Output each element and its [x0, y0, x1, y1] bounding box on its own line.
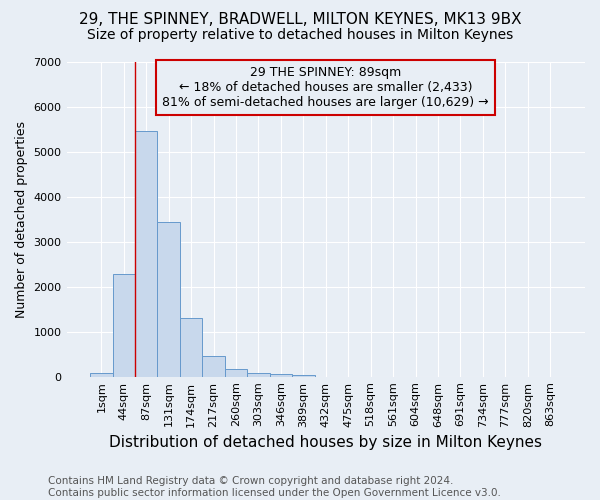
Text: Contains HM Land Registry data © Crown copyright and database right 2024.
Contai: Contains HM Land Registry data © Crown c… — [48, 476, 501, 498]
Text: Size of property relative to detached houses in Milton Keynes: Size of property relative to detached ho… — [87, 28, 513, 42]
Bar — [180, 318, 202, 376]
Bar — [113, 274, 135, 376]
Bar — [202, 356, 225, 376]
Bar — [135, 131, 157, 376]
Bar — [292, 375, 314, 376]
X-axis label: Distribution of detached houses by size in Milton Keynes: Distribution of detached houses by size … — [109, 435, 542, 450]
Bar — [225, 369, 247, 376]
Text: 29, THE SPINNEY, BRADWELL, MILTON KEYNES, MK13 9BX: 29, THE SPINNEY, BRADWELL, MILTON KEYNES… — [79, 12, 521, 28]
Y-axis label: Number of detached properties: Number of detached properties — [15, 120, 28, 318]
Bar — [269, 374, 292, 376]
Bar — [90, 374, 113, 376]
Bar — [157, 222, 180, 376]
Text: 29 THE SPINNEY: 89sqm
← 18% of detached houses are smaller (2,433)
81% of semi-d: 29 THE SPINNEY: 89sqm ← 18% of detached … — [163, 66, 489, 109]
Bar — [247, 372, 269, 376]
